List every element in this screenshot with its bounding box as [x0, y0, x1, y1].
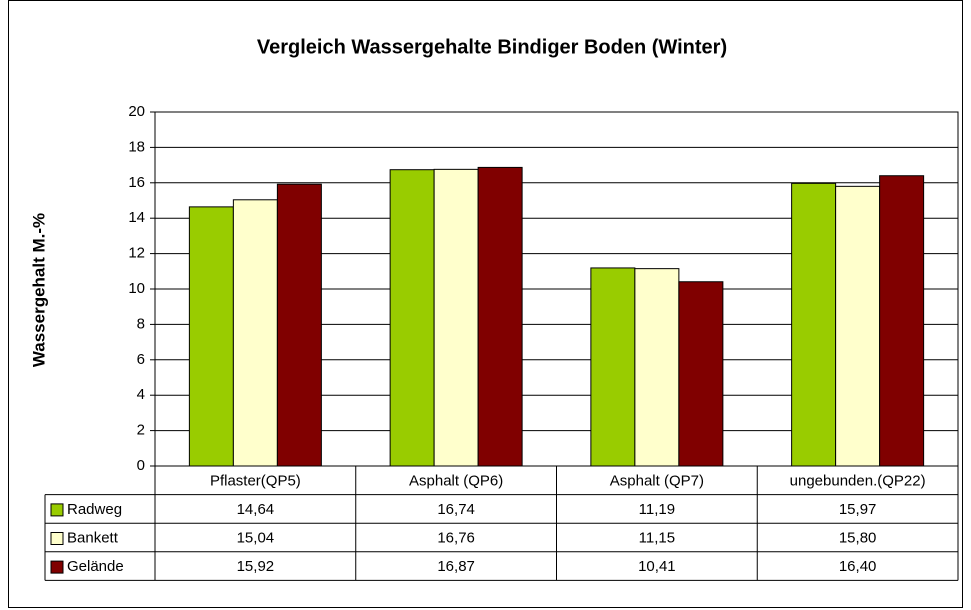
- legend-key: [50, 532, 64, 545]
- legend-key: [50, 503, 64, 517]
- bar: [433, 168, 479, 467]
- x-tick-label: Asphalt (QP7): [610, 472, 704, 489]
- y-tick-label: 12: [128, 245, 145, 262]
- bar: [188, 206, 234, 467]
- x-tick-label: Asphalt (QP6): [409, 472, 503, 489]
- table-value: 15,97: [839, 501, 877, 518]
- y-tick-label: 14: [128, 209, 145, 226]
- chart-title: Vergleich Wassergehalte Bindiger Boden (…: [257, 36, 727, 58]
- y-tick-label: 18: [128, 138, 145, 155]
- y-tick-label: 20: [128, 103, 145, 120]
- y-tick-label: 10: [128, 280, 145, 297]
- table-value: 15,92: [237, 558, 275, 575]
- table-value: 11,19: [639, 501, 675, 518]
- x-tick-label: ungebunden.(QP22): [790, 472, 926, 489]
- table-value: 16,40: [839, 558, 877, 575]
- legend-label: Bankett: [67, 529, 119, 546]
- bar: [678, 281, 724, 467]
- table-value: 11,15: [639, 529, 675, 546]
- bar: [276, 183, 322, 467]
- y-tick-label: 16: [128, 174, 145, 191]
- table-value: 16,87: [437, 558, 475, 575]
- bar: [634, 268, 680, 467]
- bar: [791, 182, 837, 467]
- legend-key: [50, 560, 64, 574]
- table-value: 15,04: [237, 529, 275, 546]
- bar: [835, 185, 881, 467]
- y-tick-label: 4: [137, 386, 145, 403]
- legend-label: Radweg: [67, 501, 122, 518]
- bar: [590, 267, 636, 467]
- y-tick-label: 2: [137, 422, 145, 439]
- table-value: 16,76: [437, 529, 475, 546]
- bar: [879, 175, 925, 467]
- table-value: 16,74: [437, 501, 475, 518]
- y-axis-label: Wassergehalt M.-%: [29, 213, 48, 367]
- y-tick-label: 6: [137, 351, 145, 368]
- bar: [477, 166, 523, 467]
- table-value: 10,41: [638, 558, 676, 575]
- bar: [232, 199, 278, 467]
- table-value: 15,80: [839, 529, 877, 546]
- table-value: 14,64: [237, 501, 275, 518]
- y-tick-label: 8: [137, 315, 145, 332]
- legend-label: Gelände: [67, 558, 124, 575]
- x-tick-label: Pflaster(QP5): [210, 472, 301, 489]
- bar: [389, 169, 435, 467]
- y-tick-label: 0: [137, 457, 145, 474]
